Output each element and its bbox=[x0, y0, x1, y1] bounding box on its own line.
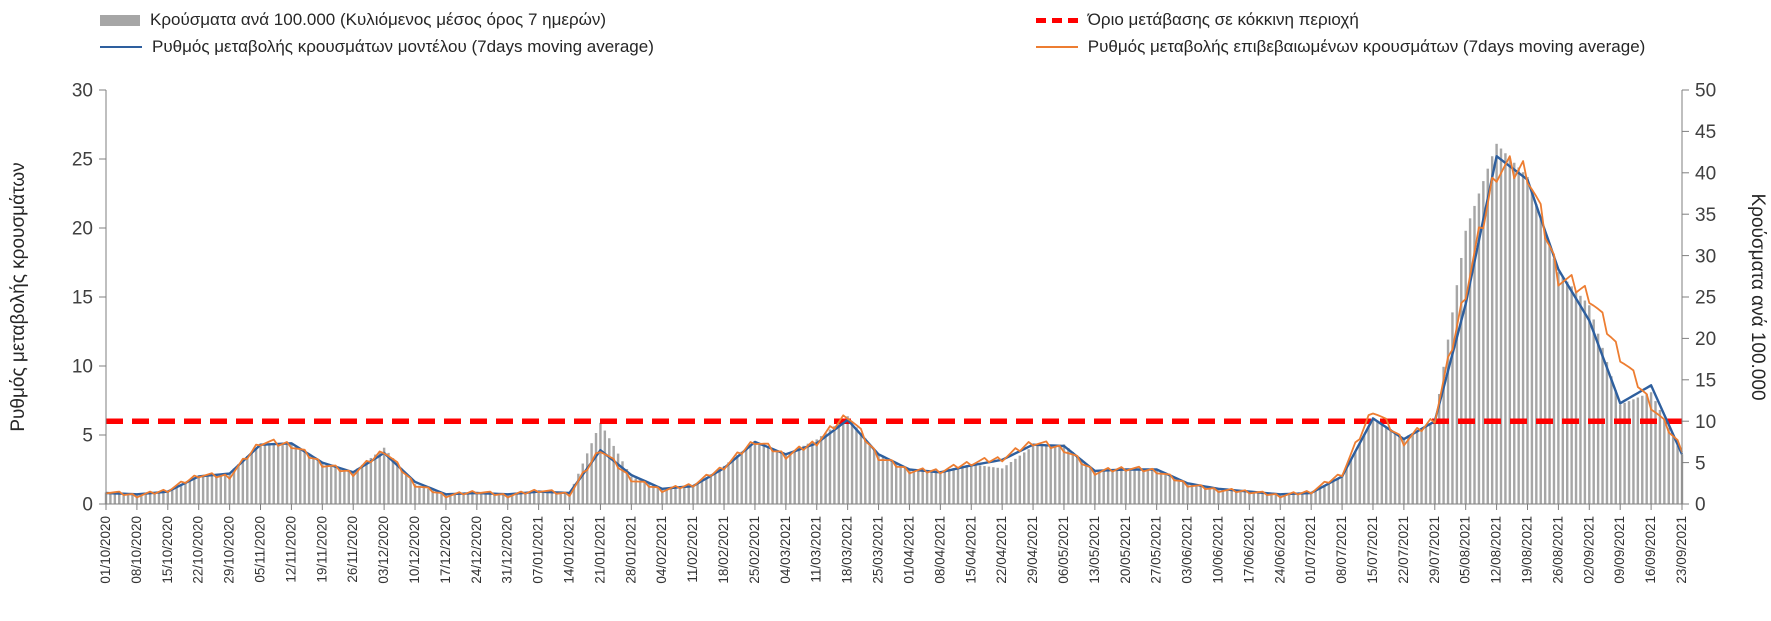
svg-text:0: 0 bbox=[82, 495, 93, 516]
svg-text:05/08/2021: 05/08/2021 bbox=[1458, 516, 1473, 584]
svg-text:13/05/2021: 13/05/2021 bbox=[1087, 516, 1102, 584]
chart-svg: 0 5 10 15 20 25 30 0 5 10 15 20 25 30 35 40 45 50 01/10/20… bbox=[8, 81, 1768, 584]
left-axis-ticks: 0 5 10 15 20 25 30 bbox=[72, 81, 106, 516]
svg-text:25: 25 bbox=[72, 150, 93, 171]
svg-text:15/10/2020: 15/10/2020 bbox=[160, 516, 175, 584]
svg-text:19/11/2020: 19/11/2020 bbox=[314, 516, 329, 583]
svg-text:23/09/2021: 23/09/2021 bbox=[1674, 516, 1689, 584]
svg-text:22/04/2021: 22/04/2021 bbox=[994, 516, 1009, 584]
svg-text:15: 15 bbox=[1695, 370, 1716, 391]
svg-text:30: 30 bbox=[72, 81, 93, 102]
svg-text:20/05/2021: 20/05/2021 bbox=[1118, 516, 1133, 584]
svg-text:10: 10 bbox=[1695, 412, 1716, 433]
svg-text:10/12/2020: 10/12/2020 bbox=[407, 516, 422, 584]
svg-text:40: 40 bbox=[1695, 163, 1716, 184]
svg-text:25/03/2021: 25/03/2021 bbox=[871, 516, 886, 584]
svg-text:22/10/2020: 22/10/2020 bbox=[191, 516, 206, 584]
svg-text:12/08/2021: 12/08/2021 bbox=[1489, 516, 1504, 584]
svg-text:12/11/2020: 12/11/2020 bbox=[283, 516, 298, 583]
svg-text:01/10/2020: 01/10/2020 bbox=[98, 516, 113, 584]
svg-text:21/01/2021: 21/01/2021 bbox=[592, 516, 607, 584]
svg-text:09/09/2021: 09/09/2021 bbox=[1612, 516, 1627, 584]
svg-text:04/02/2021: 04/02/2021 bbox=[654, 516, 669, 584]
svg-text:27/05/2021: 27/05/2021 bbox=[1149, 516, 1164, 584]
bars-series bbox=[104, 143, 1684, 505]
svg-text:08/10/2020: 08/10/2020 bbox=[129, 516, 144, 584]
svg-text:22/07/2021: 22/07/2021 bbox=[1396, 516, 1411, 584]
svg-text:0: 0 bbox=[1695, 495, 1706, 516]
svg-text:24/12/2020: 24/12/2020 bbox=[469, 516, 484, 584]
svg-text:18/02/2021: 18/02/2021 bbox=[716, 516, 731, 584]
svg-text:25: 25 bbox=[1695, 288, 1716, 309]
svg-text:15: 15 bbox=[72, 288, 93, 309]
confirmed-line-swatch-icon bbox=[1035, 46, 1078, 48]
svg-text:03/12/2020: 03/12/2020 bbox=[376, 516, 391, 584]
svg-text:24/06/2021: 24/06/2021 bbox=[1272, 516, 1287, 584]
svg-text:17/12/2020: 17/12/2020 bbox=[438, 516, 453, 584]
legend: Κρούσματα ανά 100.000 (Κυλιόμενος μέσος … bbox=[0, 0, 1771, 57]
svg-text:14/01/2021: 14/01/2021 bbox=[562, 516, 577, 584]
svg-text:06/05/2021: 06/05/2021 bbox=[1056, 516, 1071, 584]
svg-text:20: 20 bbox=[1695, 329, 1716, 350]
legend-label-model: Ρυθμός μεταβολής κρουσμάτων μοντέλου (7d… bbox=[152, 37, 654, 56]
svg-text:02/09/2021: 02/09/2021 bbox=[1581, 516, 1596, 584]
svg-text:29/04/2021: 29/04/2021 bbox=[1025, 516, 1040, 584]
svg-text:26/08/2021: 26/08/2021 bbox=[1550, 516, 1565, 584]
confirmed-line bbox=[105, 155, 1683, 499]
svg-text:10/06/2021: 10/06/2021 bbox=[1210, 516, 1225, 584]
svg-text:10: 10 bbox=[72, 357, 93, 378]
svg-text:15/07/2021: 15/07/2021 bbox=[1365, 516, 1380, 584]
svg-text:17/06/2021: 17/06/2021 bbox=[1241, 516, 1256, 584]
svg-text:11/02/2021: 11/02/2021 bbox=[685, 516, 700, 583]
legend-label-bars: Κρούσματα ανά 100.000 (Κυλιόμενος μέσος … bbox=[150, 10, 607, 29]
legend-item-bars: Κρούσματα ανά 100.000 (Κυλιόμενος μέσος … bbox=[100, 10, 1036, 30]
chart-area: 0 5 10 15 20 25 30 0 5 10 15 20 25 30 35 40 45 50 01/10/20… bbox=[0, 78, 1771, 621]
svg-text:28/01/2021: 28/01/2021 bbox=[623, 516, 638, 584]
legend-label-threshold: Όριο μετάβασης σε κόκκινη περιοχή bbox=[1087, 10, 1359, 29]
svg-text:11/03/2021: 11/03/2021 bbox=[809, 516, 824, 583]
svg-text:16/09/2021: 16/09/2021 bbox=[1643, 516, 1658, 584]
bar-swatch-icon bbox=[100, 14, 140, 26]
legend-item-confirmed: Ρυθμός μεταβολής επιβεβαιωμένων κρουσμάτ… bbox=[1035, 37, 1771, 57]
svg-text:29/07/2021: 29/07/2021 bbox=[1427, 516, 1442, 584]
svg-text:05/11/2020: 05/11/2020 bbox=[253, 516, 268, 583]
svg-text:26/11/2020: 26/11/2020 bbox=[345, 516, 360, 583]
svg-text:5: 5 bbox=[82, 426, 93, 447]
legend-item-threshold: Όριο μετάβασης σε κόκκινη περιοχή bbox=[1035, 10, 1771, 30]
x-axis-ticks: 01/10/2020 08/10/2020 15/10/2020 22/10/2020… bbox=[98, 504, 1689, 584]
svg-text:03/06/2021: 03/06/2021 bbox=[1180, 516, 1195, 584]
svg-text:29/10/2020: 29/10/2020 bbox=[222, 516, 237, 584]
svg-text:20: 20 bbox=[72, 219, 93, 240]
svg-text:19/08/2021: 19/08/2021 bbox=[1519, 516, 1534, 584]
svg-text:45: 45 bbox=[1695, 122, 1716, 143]
svg-text:08/04/2021: 08/04/2021 bbox=[932, 516, 947, 584]
svg-text:5: 5 bbox=[1695, 453, 1706, 474]
model-line-swatch-icon bbox=[100, 46, 142, 48]
svg-text:08/07/2021: 08/07/2021 bbox=[1334, 516, 1349, 584]
svg-text:15/04/2021: 15/04/2021 bbox=[963, 516, 978, 584]
right-axis-title: Κρούσματα ανά 100.000 bbox=[1747, 193, 1768, 400]
legend-item-model: Ρυθμός μεταβολής κρουσμάτων μοντέλου (7d… bbox=[100, 37, 1036, 57]
svg-text:07/01/2021: 07/01/2021 bbox=[531, 516, 546, 584]
svg-text:31/12/2020: 31/12/2020 bbox=[500, 516, 515, 584]
legend-label-confirmed: Ρυθμός μεταβολής επιβεβαιωμένων κρουσμάτ… bbox=[1087, 37, 1646, 56]
threshold-swatch-icon bbox=[1035, 17, 1078, 23]
model-line bbox=[105, 154, 1684, 496]
svg-text:35: 35 bbox=[1695, 205, 1716, 226]
svg-text:04/03/2021: 04/03/2021 bbox=[778, 516, 793, 584]
right-axis-ticks: 0 5 10 15 20 25 30 35 40 45 50 bbox=[1682, 81, 1716, 516]
svg-text:50: 50 bbox=[1695, 81, 1716, 102]
svg-text:01/07/2021: 01/07/2021 bbox=[1303, 516, 1318, 584]
left-axis-title: Ρυθμός μεταβολής κρουσμάτων bbox=[8, 162, 29, 431]
svg-text:18/03/2021: 18/03/2021 bbox=[840, 516, 855, 584]
svg-text:01/04/2021: 01/04/2021 bbox=[901, 516, 916, 584]
svg-text:30: 30 bbox=[1695, 246, 1716, 267]
svg-text:25/02/2021: 25/02/2021 bbox=[747, 516, 762, 584]
